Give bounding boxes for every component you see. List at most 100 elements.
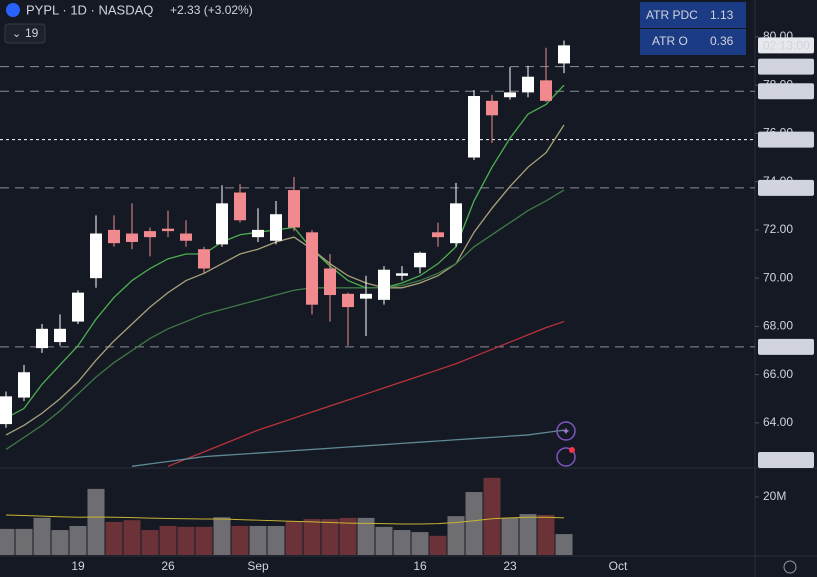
indicator-count: 19: [25, 26, 39, 40]
volume-bar: [447, 516, 465, 555]
settings-icon[interactable]: [783, 560, 797, 574]
v-tick-label: 20M: [763, 489, 786, 503]
volume-bar: [303, 519, 321, 555]
volume-bar: [159, 525, 177, 555]
moving-average: [5, 84, 565, 419]
level-label-text: 77.75: [763, 84, 793, 98]
volume-bar: [411, 532, 429, 555]
volume-bar: [141, 530, 159, 555]
volume-bar: [339, 517, 357, 555]
candle-body: [108, 229, 120, 244]
candle-body: [288, 190, 300, 228]
candle-body: [36, 328, 48, 349]
moving-average: [131, 429, 565, 467]
candle-body: [378, 269, 390, 300]
overlay: PYPL · 1D · NASDAQ +2.33 (+3.02%) ⌄ 19 A…: [4, 2, 797, 574]
price-label-text: 61.87: [763, 453, 793, 467]
volume-bar: [177, 526, 195, 555]
candle-body: [252, 229, 264, 238]
level-label-box: [758, 83, 814, 100]
candle-body: [216, 203, 228, 245]
atr-value: 0.36: [710, 34, 734, 48]
price-label: 61.87: [758, 452, 814, 468]
volume-bar: [285, 521, 303, 555]
volume-bar: [231, 525, 249, 555]
y-tick-label: 70.00: [763, 270, 793, 284]
candle-body: [342, 293, 354, 308]
level-label: 77.75: [758, 83, 814, 100]
candle-body: [504, 92, 516, 98]
level-label-text: 75.74: [763, 133, 793, 147]
volume-bar: [357, 517, 375, 555]
level-label-box: [758, 58, 814, 75]
countdown: 02:13:00: [763, 39, 810, 53]
volume-bar: [465, 492, 483, 555]
indicator-toggle[interactable]: [4, 23, 46, 44]
candle-body: [432, 232, 444, 238]
alert-icon[interactable]: [556, 421, 576, 441]
level-label-box: [758, 131, 814, 148]
candle-body: [126, 233, 138, 242]
candle-body: [72, 292, 84, 322]
volume-bar: [393, 530, 411, 555]
event-badge: [569, 447, 575, 453]
volume-bar: [321, 519, 339, 555]
volume-bar: [195, 526, 213, 555]
level-label-box: [758, 179, 814, 196]
volume-bar: [483, 477, 501, 555]
volume-bar: [537, 514, 555, 555]
volume-bar: [123, 520, 141, 555]
volume-bar: [51, 530, 69, 555]
symbol-logo: [6, 3, 20, 17]
candle-body: [270, 214, 282, 241]
y-tick-label: 66.00: [763, 367, 793, 381]
candle-body: [54, 328, 66, 343]
moving-average: [5, 189, 565, 450]
atr-label: ATR O: [652, 34, 688, 48]
volume-bar: [375, 526, 393, 555]
volume-bar: [33, 517, 51, 555]
x-tick-label: Sep: [247, 559, 269, 573]
x-tick-label: 16: [413, 559, 427, 573]
candle-body: [522, 76, 534, 93]
level-label-text: 67.15: [763, 340, 793, 354]
x-tick-label: Oct: [609, 559, 628, 573]
price-label-box: [758, 452, 814, 468]
candle-body: [198, 249, 210, 269]
level-label-text: 78.77: [763, 60, 793, 74]
candle-body: [360, 293, 372, 299]
volume-bar: [105, 521, 123, 555]
candle-body: [306, 232, 318, 305]
volume-ma: [5, 514, 565, 525]
volume-bar: [87, 488, 105, 555]
candle-body: [144, 231, 156, 238]
marks: 64.0066.0068.0070.0072.0074.0076.0078.00…: [0, 29, 814, 573]
y-tick-label: 72.00: [763, 222, 793, 236]
moving-average: [5, 124, 565, 436]
candle-body: [180, 233, 192, 241]
level-label: 73.74: [758, 179, 814, 196]
event-icon[interactable]: [556, 447, 576, 467]
candle-body: [414, 252, 426, 268]
candle-body: [450, 203, 462, 244]
candle-body: [540, 80, 552, 101]
candle-body: [558, 45, 570, 64]
level-label: 75.74: [758, 131, 814, 148]
candle-body: [234, 192, 246, 221]
level-label: 78.77: [758, 58, 814, 75]
atr-value: 1.13: [710, 8, 734, 22]
candle-body: [324, 268, 336, 296]
candle-body: [162, 228, 174, 232]
level-label-text: 73.74: [763, 181, 793, 195]
candle-body: [468, 96, 480, 158]
volume-bar: [267, 525, 285, 555]
volume-bar: [213, 517, 231, 555]
candle-body: [90, 233, 102, 279]
candle-body: [486, 100, 498, 116]
countdown-box: [758, 37, 814, 54]
x-tick-label: 23: [503, 559, 517, 573]
level-label-box: [758, 338, 814, 355]
volume-bar: [519, 514, 537, 555]
symbol[interactable]: PYPL · 1D · NASDAQ: [26, 2, 153, 17]
